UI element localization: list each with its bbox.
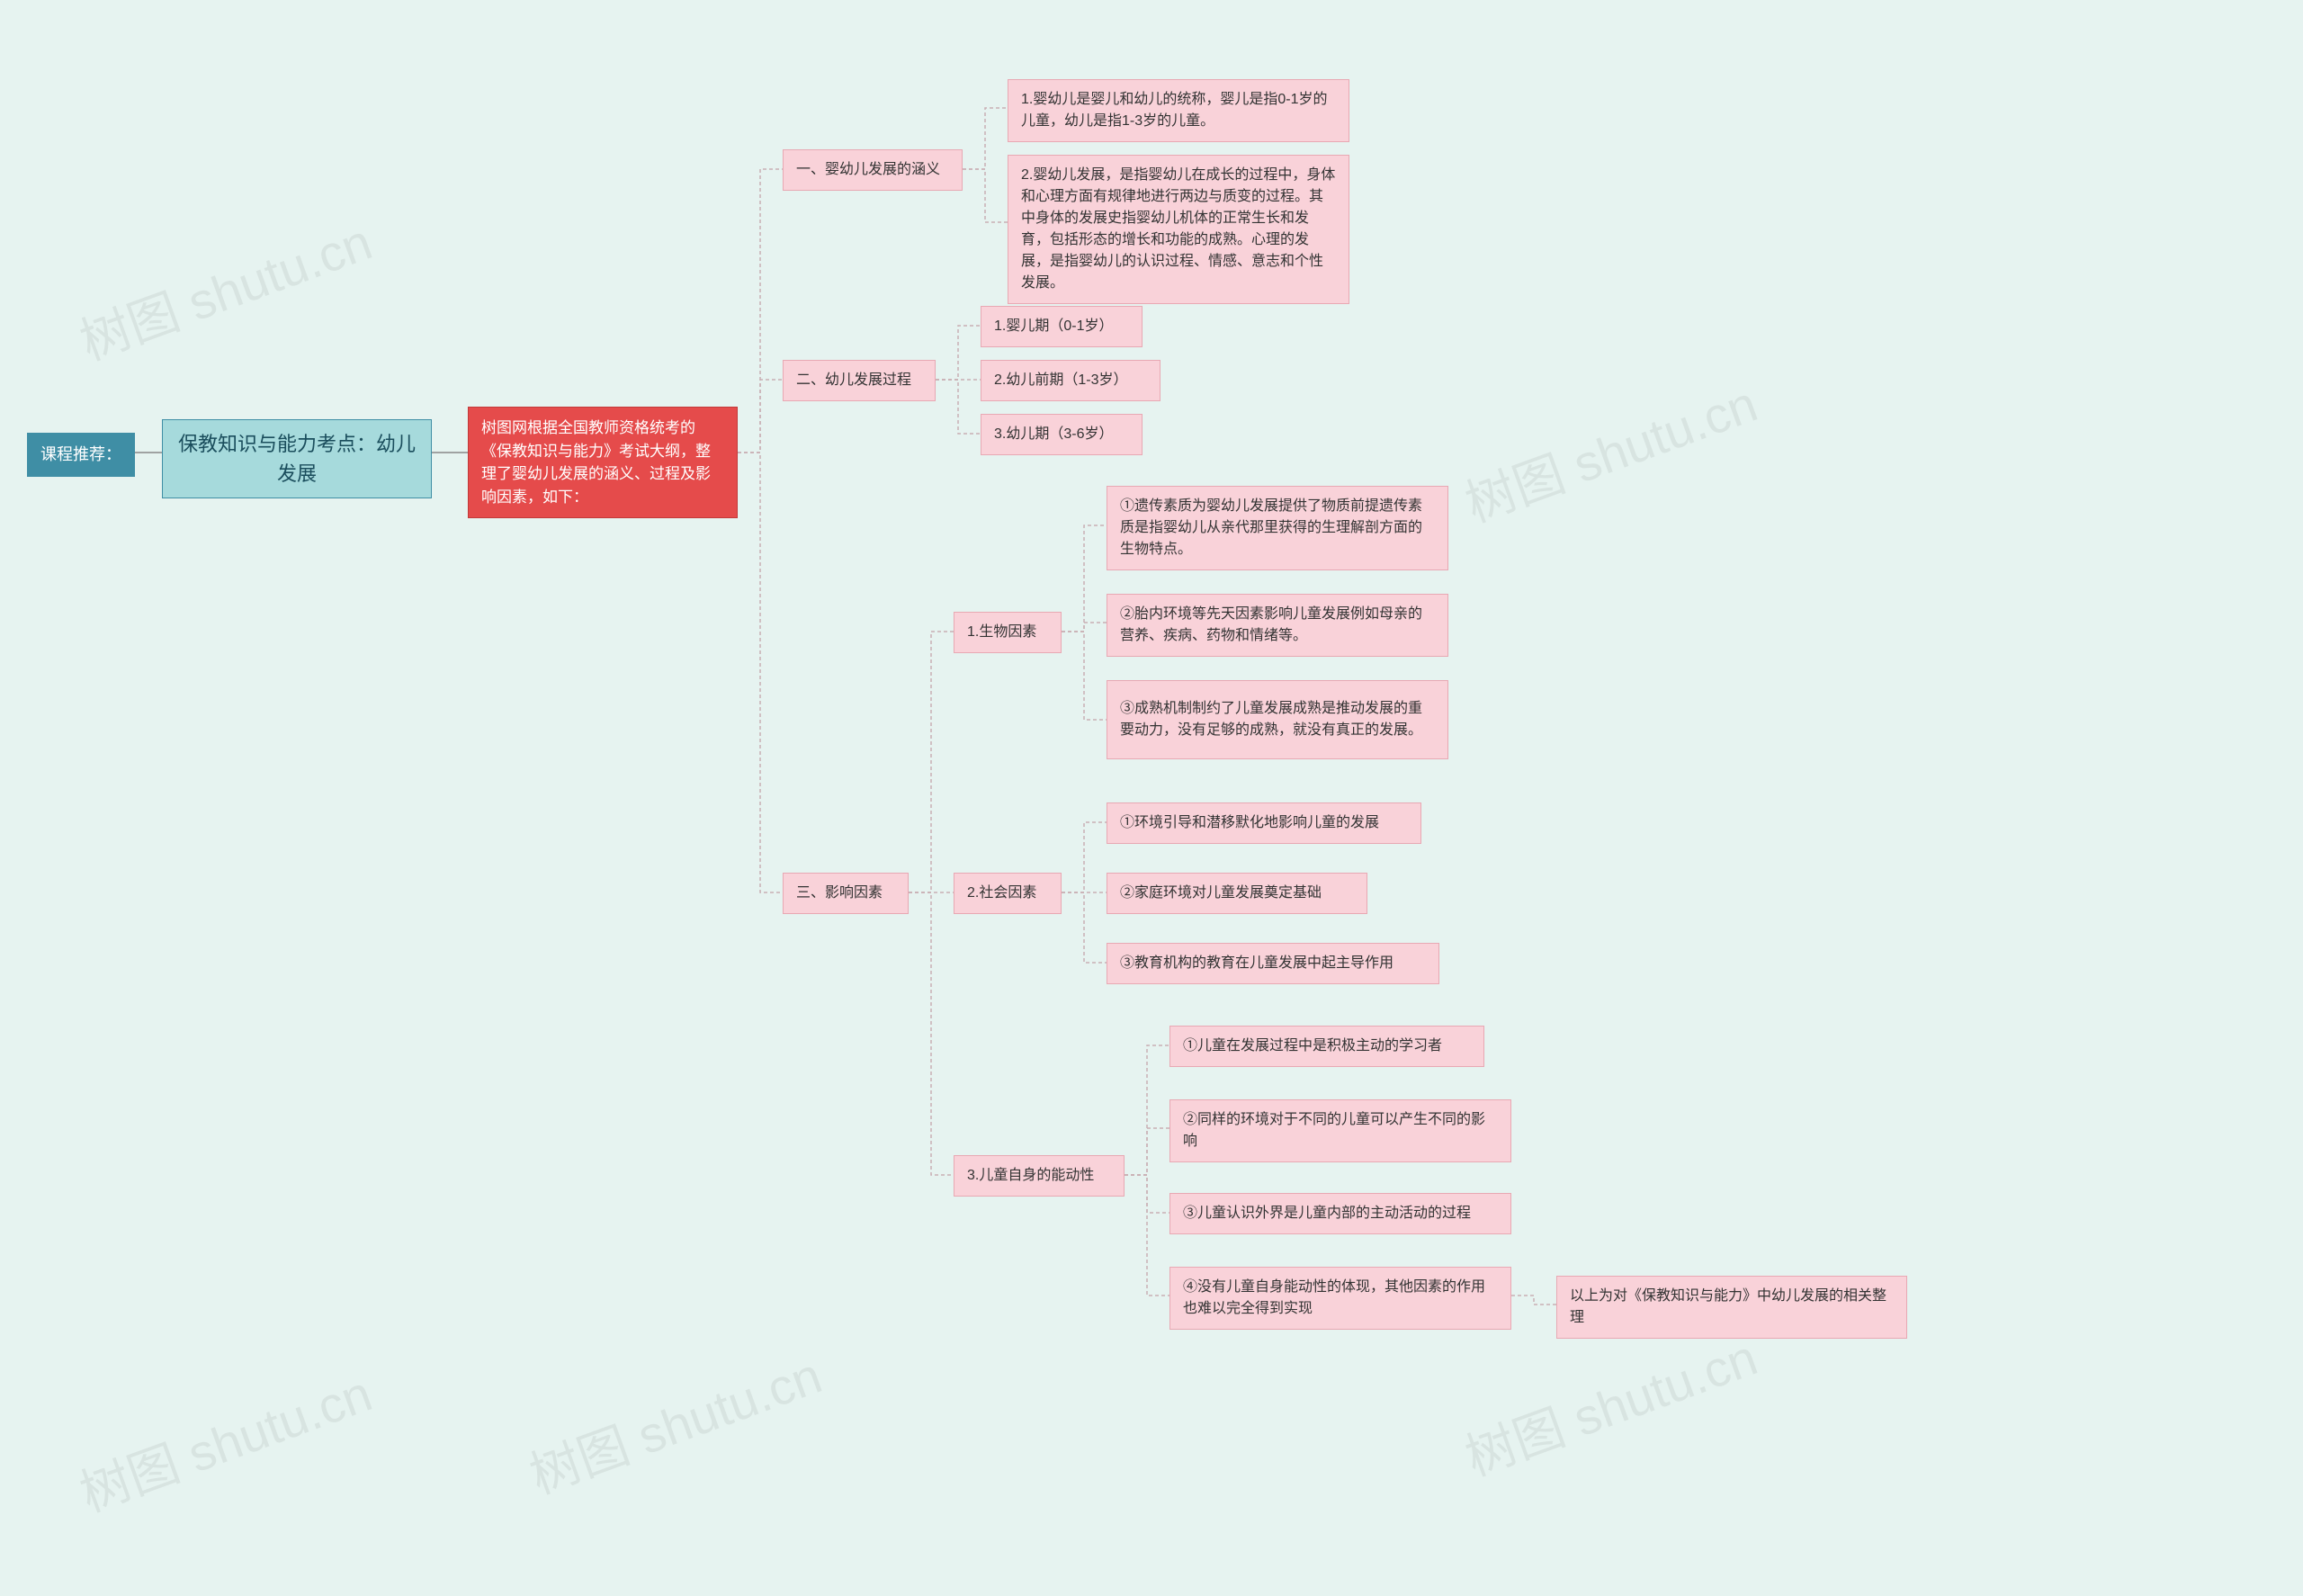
mindmap-node-s1_2: 2.婴幼儿发展，是指婴幼儿在成长的过程中，身体和心理方面有规律地进行两边与质变的… [1008,155,1349,304]
mindmap-node-s3_1_3: ③成熟机制制约了儿童发展成熟是推动发展的重要动力，没有足够的成熟，就没有真正的发… [1107,680,1448,759]
connector [1125,1175,1169,1296]
mindmap-node-s1_1: 1.婴幼儿是婴儿和幼儿的统称，婴儿是指0-1岁的儿童，幼儿是指1-3岁的儿童。 [1008,79,1349,142]
mindmap-node-recommend: 课程推荐： [27,433,135,477]
connector [1062,525,1107,632]
watermark: 树图 shutu.cn [518,1335,830,1508]
watermark: 树图 shutu.cn [68,1353,381,1526]
mindmap-node-s3_2_3: ③教育机构的教育在儿童发展中起主导作用 [1107,943,1439,984]
connector [738,169,783,453]
mindmap-node-s3_3: 3.儿童自身的能动性 [954,1155,1125,1197]
connector [936,326,981,380]
connector [963,108,1008,169]
mindmap-node-s3_2_1: ①环境引导和潜移默化地影响儿童的发展 [1107,802,1421,844]
connector [1125,1175,1169,1213]
connector [909,892,954,1175]
connector [1062,632,1107,720]
mindmap-node-summary: 以上为对《保教知识与能力》中幼儿发展的相关整理 [1556,1276,1907,1339]
watermark: 树图 shutu.cn [68,202,381,374]
mindmap-node-s2_1: 1.婴儿期（0-1岁） [981,306,1143,347]
mindmap-node-s3_1_2: ②胎内环境等先天因素影响儿童发展例如母亲的营养、疾病、药物和情绪等。 [1107,594,1448,657]
watermark: 树图 shutu.cn [1454,363,1766,536]
connector [1062,892,1107,963]
mindmap-node-s2: 二、幼儿发展过程 [783,360,936,401]
mindmap-node-s2_2: 2.幼儿前期（1-3岁） [981,360,1160,401]
mindmap-node-s3_3_1: ①儿童在发展过程中是积极主动的学习者 [1169,1026,1484,1067]
mindmap-node-s3_2: 2.社会因素 [954,873,1062,914]
connector [738,380,783,453]
connector [1062,623,1107,632]
connector [1125,1128,1169,1175]
connector [1062,822,1107,892]
mindmap-node-title: 保教知识与能力考点：幼儿发展 [162,419,432,498]
mindmap-node-intro: 树图网根据全国教师资格统考的《保教知识与能力》考试大纲，整理了婴幼儿发展的涵义、… [468,407,738,518]
watermark: 树图 shutu.cn [1454,1317,1766,1490]
mindmap-node-s2_3: 3.幼儿期（3-6岁） [981,414,1143,455]
connector [936,380,981,434]
mindmap-node-s3_2_2: ②家庭环境对儿童发展奠定基础 [1107,873,1367,914]
mindmap-node-s3: 三、影响因素 [783,873,909,914]
mindmap-node-s3_3_2: ②同样的环境对于不同的儿童可以产生不同的影响 [1169,1099,1511,1162]
connector [1511,1296,1556,1305]
mindmap-node-s3_3_4: ④没有儿童自身能动性的体现，其他因素的作用也难以完全得到实现 [1169,1267,1511,1330]
connector [1125,1045,1169,1175]
mindmap-node-s3_1_1: ①遗传素质为婴幼儿发展提供了物质前提遗传素质是指婴幼儿从亲代那里获得的生理解剖方… [1107,486,1448,570]
connector [738,453,783,892]
mindmap-node-s1: 一、婴幼儿发展的涵义 [783,149,963,191]
mindmap-node-s3_3_3: ③儿童认识外界是儿童内部的主动活动的过程 [1169,1193,1511,1234]
mindmap-node-s3_1: 1.生物因素 [954,612,1062,653]
connector [963,169,1008,222]
connector [909,632,954,892]
